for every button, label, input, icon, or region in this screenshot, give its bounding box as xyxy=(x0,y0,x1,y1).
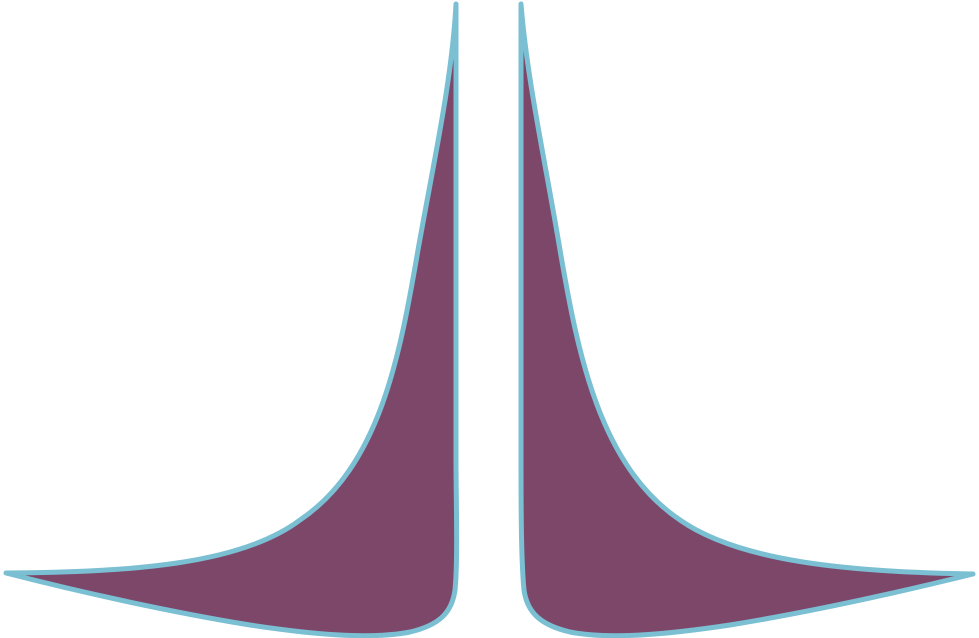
left-curved-wing xyxy=(3,1,460,638)
right-wing-outline xyxy=(518,1,976,638)
left-wing-outline xyxy=(3,1,460,638)
right-curved-wing xyxy=(518,1,976,638)
